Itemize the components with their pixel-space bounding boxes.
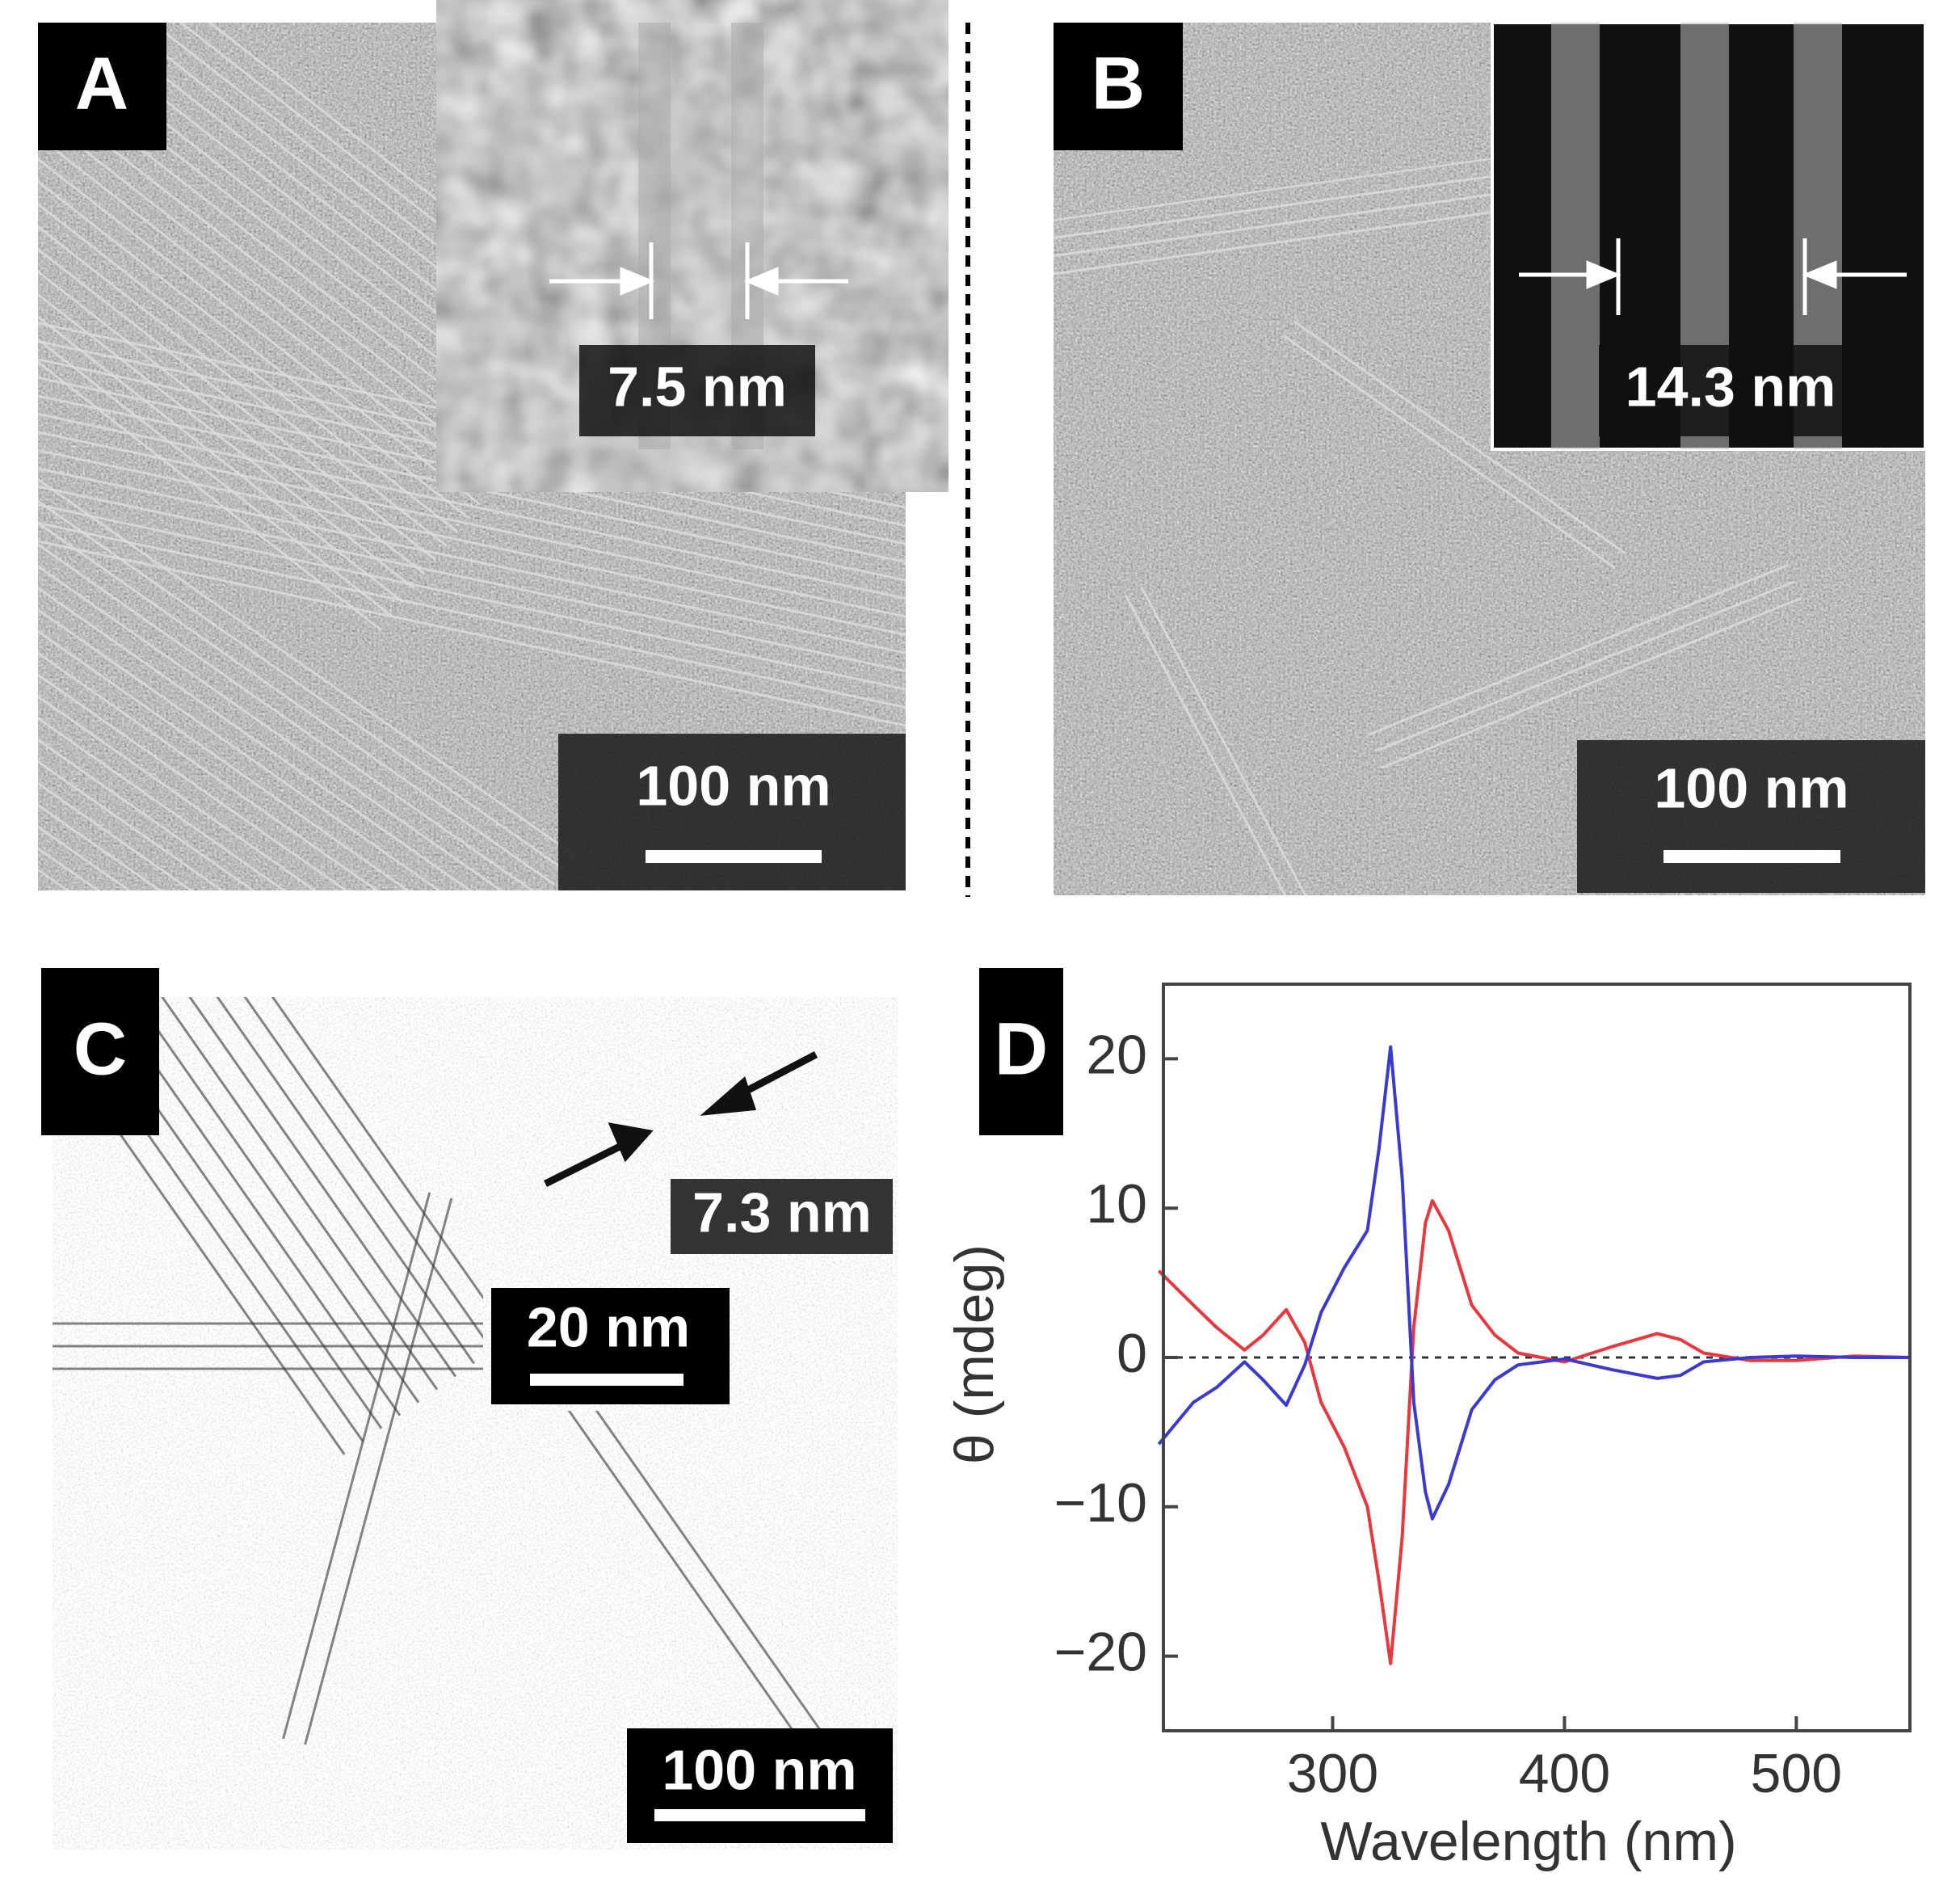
- scale-bar: [646, 850, 822, 863]
- label-box: [1054, 23, 1183, 150]
- x-axis-label: Wavelength (nm): [1320, 1811, 1736, 1872]
- y-tick-label: −20: [1054, 1622, 1147, 1683]
- scale-bar: [654, 1809, 865, 1821]
- scale-bar: [1663, 850, 1840, 863]
- panel-label: A: [75, 42, 128, 124]
- label-box: [38, 23, 166, 150]
- arrows: [543, 1051, 818, 1188]
- y-tick-label: 10: [1086, 1173, 1147, 1235]
- caption-box: [671, 1179, 893, 1254]
- y-tick-label: 0: [1117, 1323, 1147, 1384]
- inset-label: 7.3 nm: [692, 1181, 872, 1244]
- fibers: [272, 1189, 466, 1749]
- inset-label: 7.5 nm: [608, 355, 787, 418]
- y-tick-label: −10: [1054, 1472, 1147, 1534]
- panel-label: C: [74, 1008, 127, 1090]
- fiber: [1551, 23, 1600, 449]
- panel-label: D: [995, 1008, 1048, 1090]
- width-marker: [549, 242, 848, 319]
- caption-box: [579, 345, 815, 436]
- cd-curve: [1157, 1045, 1910, 1521]
- scale-box: [558, 734, 906, 890]
- scale-bar: [530, 1374, 683, 1386]
- fibers: [53, 997, 528, 1466]
- y-tick-label: 20: [1086, 1024, 1147, 1085]
- scale-box: [1577, 740, 1925, 893]
- scale-label: 100 nm: [662, 1738, 856, 1801]
- cd-chart: 300 400 500 −20 −10 0 10 20 Wavelength (nm) θ (md…: [944, 983, 1912, 1872]
- fibers: [38, 23, 622, 642]
- inset-label: 14.3 nm: [1626, 355, 1836, 418]
- scale-label: 100 nm: [636, 754, 831, 817]
- cd-curve: [1157, 1199, 1911, 1665]
- fibers: [38, 436, 577, 890]
- inset-scale-label: 20 nm: [527, 1295, 690, 1358]
- fibers: [1054, 146, 1577, 282]
- scale-box: [627, 1728, 893, 1843]
- x-tick-label: 400: [1519, 1743, 1610, 1804]
- caption-box: [1599, 345, 1862, 436]
- fibers: [500, 1313, 865, 1805]
- fibers: [1365, 555, 1802, 770]
- x-tick-label: 500: [1751, 1743, 1842, 1804]
- label-box: [41, 968, 159, 1135]
- fibers: [1119, 579, 1497, 895]
- scale-label: 100 nm: [1654, 756, 1849, 819]
- width-marker: [1519, 238, 1907, 315]
- label-box: [979, 968, 1063, 1135]
- x-tick-label: 300: [1287, 1743, 1378, 1804]
- y-axis-label: θ (mdeg): [944, 1244, 1005, 1464]
- panel-label: B: [1091, 42, 1145, 124]
- fibers: [1275, 309, 1634, 580]
